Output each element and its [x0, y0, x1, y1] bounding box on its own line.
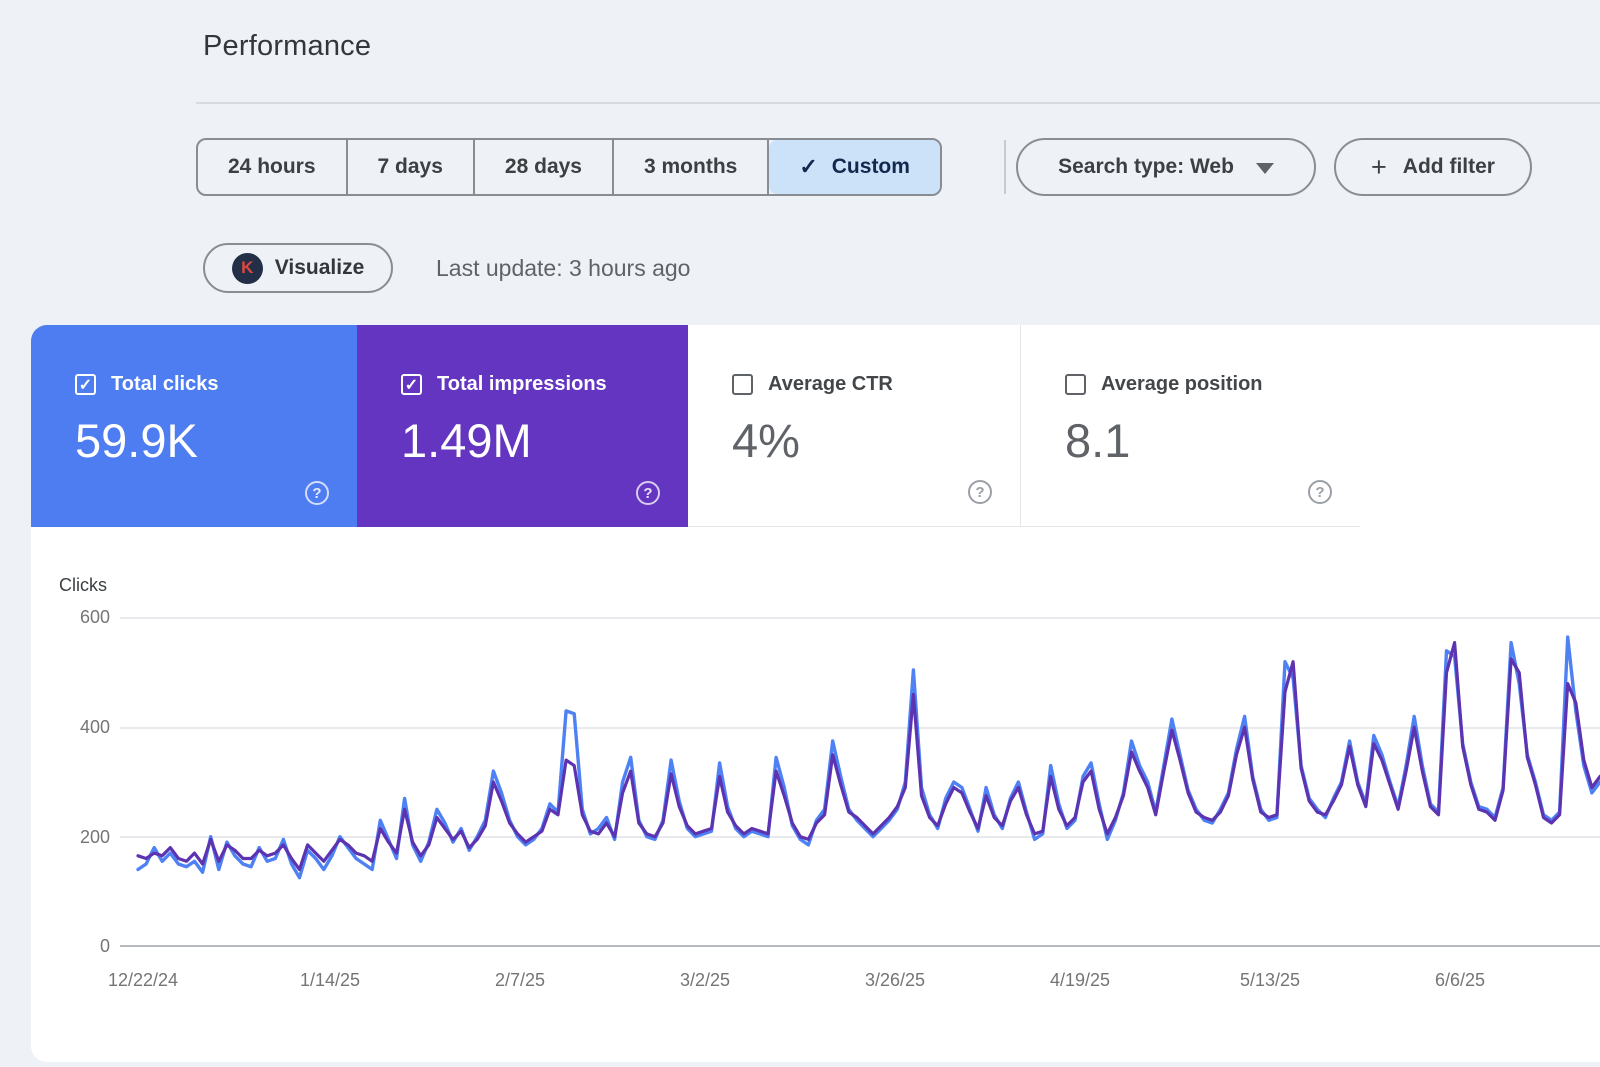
plus-icon: +	[1371, 151, 1387, 182]
y-tick-0: 0	[99, 936, 110, 956]
metric-value: 59.9K	[75, 414, 198, 467]
help-icon[interactable]: ?	[305, 481, 329, 505]
x-tick-4: 3/26/25	[864, 970, 926, 990]
metric-label: Total clicks	[111, 373, 219, 395]
visualize-k-icon: K	[231, 252, 263, 284]
y-tick-200: 200	[79, 827, 110, 847]
search-type-dropdown[interactable]: Search type: Web	[1016, 138, 1316, 196]
tab-label: Custom	[831, 155, 910, 178]
date-range-segmented-control: 24 hours 7 days 28 days 3 months ✓ Custo…	[196, 138, 942, 196]
x-tick-0: 12/22/24	[107, 970, 179, 990]
metric-label: Average position	[1101, 373, 1263, 395]
checkbox-icon[interactable]	[732, 374, 753, 395]
card-head: Average CTR	[732, 373, 893, 396]
y-tick-400: 400	[79, 717, 110, 737]
add-filter-button[interactable]: + Add filter	[1334, 138, 1532, 196]
help-icon[interactable]: ?	[1308, 480, 1332, 504]
dropdown-arrow-icon	[1255, 163, 1274, 174]
card-head: ✓ Total clicks	[75, 373, 218, 396]
search-type-label: Search type: Web	[1058, 155, 1234, 178]
page-title: Performance	[203, 30, 372, 62]
metric-label: Average CTR	[768, 373, 893, 395]
checkbox-icon[interactable]	[1065, 374, 1086, 395]
metric-value: 4%	[732, 414, 800, 467]
visualize-button[interactable]: K Visualize	[203, 243, 393, 293]
metric-label: Total impressions	[437, 373, 607, 395]
x-tick-1: 1/14/25	[299, 970, 361, 990]
x-tick-7: 6/6/25	[1434, 970, 1486, 990]
last-update-text: Last update: 3 hours ago	[436, 255, 691, 281]
card-head: ✓ Total impressions	[401, 373, 607, 396]
tab-label: 28 days	[504, 155, 582, 178]
checkbox-icon[interactable]: ✓	[75, 374, 96, 395]
x-tick-6: 5/13/25	[1239, 970, 1301, 990]
filter-toolbar: 24 hours 7 days 28 days 3 months ✓ Custo…	[196, 138, 1600, 196]
tab-7-days[interactable]: 7 days	[348, 140, 475, 194]
checkmark-icon: ✓	[799, 154, 818, 179]
metric-value: 1.49M	[401, 414, 532, 467]
checkbox-icon[interactable]: ✓	[401, 374, 422, 395]
performance-panel: ✓ Total clicks 59.9K ? ✓ Total impressio…	[31, 325, 1600, 1062]
x-tick-2: 2/7/25	[494, 970, 546, 990]
add-filter-label: Add filter	[1402, 155, 1495, 178]
tab-label: 24 hours	[228, 155, 316, 178]
help-icon[interactable]: ?	[636, 481, 660, 505]
header-divider	[196, 102, 1600, 104]
metric-card-total-impressions[interactable]: ✓ Total impressions 1.49M ?	[357, 325, 688, 527]
tab-label: 3 months	[643, 155, 738, 178]
toolbar-divider	[1004, 140, 1006, 194]
impressions-line-series	[136, 640, 1600, 872]
tab-28-days[interactable]: 28 days	[475, 140, 614, 194]
performance-line-chart[interactable]	[0, 560, 1600, 1067]
tab-24-hours[interactable]: 24 hours	[198, 140, 348, 194]
chart-gridlines	[120, 617, 1600, 947]
metric-card-total-clicks[interactable]: ✓ Total clicks 59.9K ?	[31, 325, 357, 527]
visualize-label: Visualize	[274, 256, 365, 279]
metric-value: 8.1	[1065, 414, 1131, 467]
x-tick-5: 4/19/25	[1049, 970, 1111, 990]
metric-card-average-position[interactable]: Average position 8.1 ?	[1020, 325, 1360, 527]
chart-axis-title: Clicks	[59, 575, 107, 595]
metric-cards-row: ✓ Total clicks 59.9K ? ✓ Total impressio…	[31, 325, 1600, 527]
tab-label: 7 days	[377, 155, 443, 178]
card-head: Average position	[1065, 373, 1263, 396]
y-tick-600: 600	[79, 607, 110, 627]
tab-custom[interactable]: ✓ Custom	[769, 140, 940, 194]
help-icon[interactable]: ?	[968, 480, 992, 504]
metric-card-average-ctr[interactable]: Average CTR 4% ?	[688, 325, 1020, 527]
x-tick-3: 3/2/25	[679, 970, 731, 990]
tab-3-months[interactable]: 3 months	[614, 140, 770, 194]
